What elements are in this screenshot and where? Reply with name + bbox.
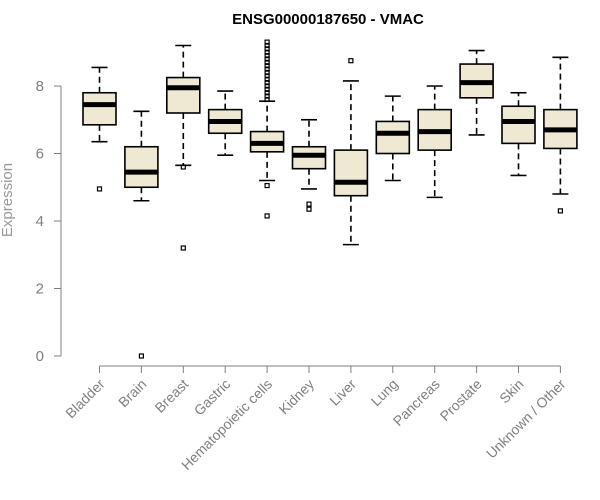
outlier-point <box>264 59 270 65</box>
outlier-point <box>264 53 270 59</box>
outlier-point <box>264 83 270 89</box>
x-tick-label: Skin <box>496 376 527 407</box>
chart-title: ENSG00000187650 - VMAC <box>232 11 424 28</box>
x-tick-label: Brain <box>115 376 149 410</box>
iqr-box <box>333 149 369 197</box>
x-tick-label: Lung <box>368 376 401 409</box>
y-tick-label: 6 <box>36 146 44 163</box>
x-tick-label: Unknown / Other <box>483 376 569 462</box>
outlier-point <box>557 208 564 214</box>
outlier-point <box>138 353 144 359</box>
outlier-point <box>306 201 312 207</box>
box-bladder <box>82 66 117 192</box>
outlier-point <box>306 206 312 212</box>
x-tick-label: Breast <box>151 376 191 416</box>
outlier-point <box>264 66 270 72</box>
iqr-box <box>124 145 159 189</box>
outlier-point <box>264 213 270 219</box>
outlier-point <box>264 86 270 92</box>
x-tick-label: Kidney <box>276 376 318 418</box>
y-axis-title: Expression <box>0 163 16 237</box>
iqr-box <box>166 76 201 114</box>
iqr-box <box>82 91 117 126</box>
box-series <box>82 39 578 359</box>
box-lung <box>375 95 411 182</box>
outlier-point <box>348 58 354 64</box>
box-brain <box>124 110 159 359</box>
box-prostate <box>459 49 494 136</box>
outlier-point <box>264 49 270 55</box>
outlier-point <box>264 93 270 99</box>
x-tick-label: Bladder <box>62 376 108 422</box>
outlier-point <box>264 90 270 96</box>
box-kidney <box>291 118 327 212</box>
iqr-box <box>291 145 327 170</box>
outlier-point <box>264 56 270 62</box>
x-tick-label: Liver <box>326 376 359 409</box>
y-tick-label: 0 <box>36 348 44 365</box>
iqr-box <box>375 120 411 155</box>
box-unknown-other <box>543 56 578 214</box>
box-skin <box>501 91 536 177</box>
outlier-point <box>264 46 270 52</box>
outlier-point <box>264 182 270 189</box>
outlier-point <box>264 76 270 82</box>
y-tick-label: 2 <box>36 281 44 298</box>
outlier-point <box>264 69 270 76</box>
box-pancreas <box>417 85 453 199</box>
box-breast <box>166 44 201 251</box>
y-tick-label: 4 <box>36 213 44 230</box>
box-hematopoietic-cells <box>249 39 285 219</box>
box-liver <box>333 58 369 246</box>
y-tick-label: 8 <box>36 78 44 95</box>
x-tick-label: Pancreas <box>390 376 443 429</box>
x-tick-label: Prostate <box>437 376 485 424</box>
outlier-point <box>264 80 270 86</box>
outlier-point <box>264 96 270 103</box>
box-gastric <box>207 90 243 156</box>
y-axis: 0 2 4 6 8 <box>36 78 62 365</box>
outlier-point <box>264 63 270 69</box>
outlier-point <box>264 42 270 49</box>
outlier-point <box>264 39 270 45</box>
outlier-point <box>264 73 270 79</box>
outlier-point <box>180 164 186 170</box>
outlier-point <box>180 245 186 251</box>
outlier-point <box>96 186 103 192</box>
iqr-box <box>501 105 536 145</box>
